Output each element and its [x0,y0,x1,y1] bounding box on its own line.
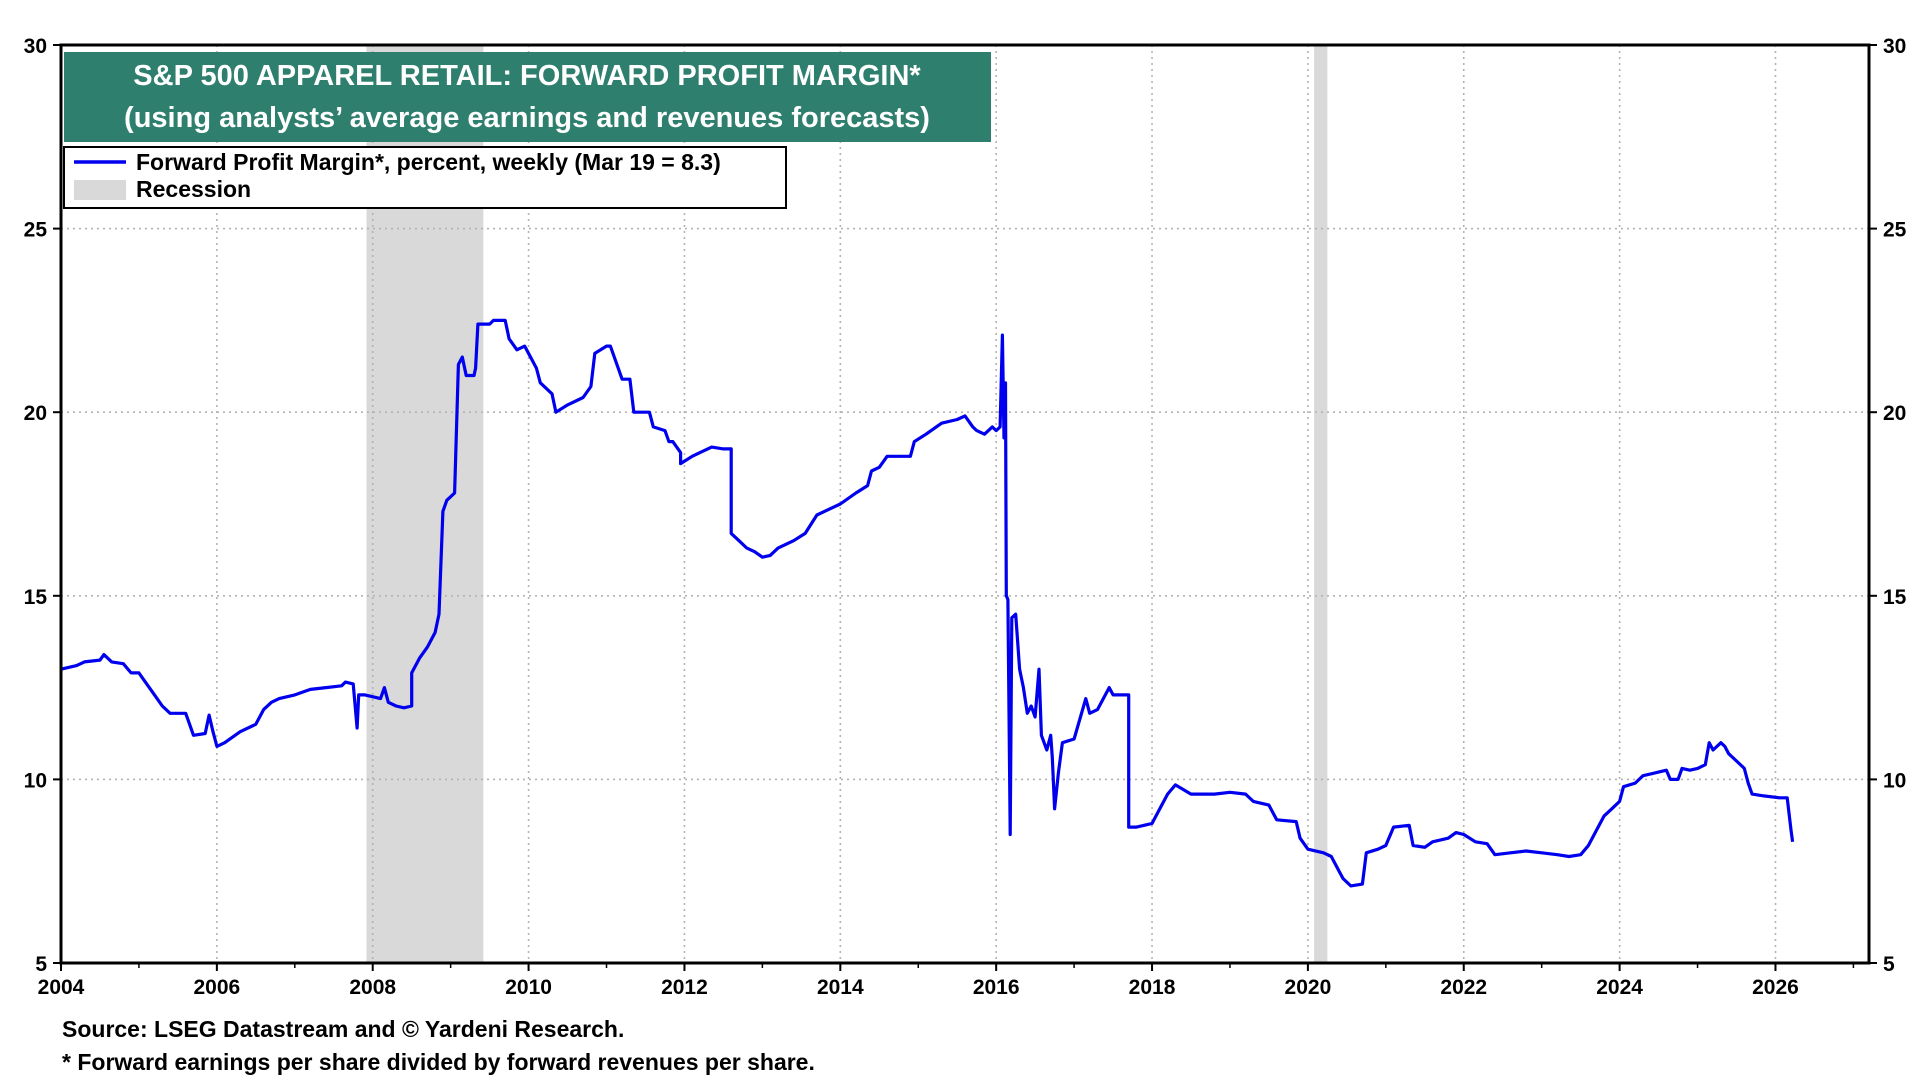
x-tick-label-2026: 2026 [1752,976,1799,999]
source-note: Source: LSEG Datastream and © Yardeni Re… [62,1016,625,1042]
y-tick-label-left-10: 10 [24,769,47,792]
y-tick-label-left-5: 5 [35,953,47,976]
x-tick-label-2006: 2006 [194,976,241,999]
gridlines [61,45,1869,963]
legend-recession-swatch [74,180,126,200]
y-tick-label-left-25: 25 [24,219,48,242]
x-tick-label-2004: 2004 [38,976,85,999]
legend-box [63,146,787,209]
y-tick-label-right-5: 5 [1883,953,1895,976]
series-layer [60,318,1795,888]
title-background [64,52,991,142]
chart-subtitle: (using analysts’ average earnings and re… [124,102,930,134]
y-tick-label-left-30: 30 [24,35,47,58]
legend: Forward Profit Margin*, percent, weekly … [63,146,787,209]
y-tick-label-right-20: 20 [1883,402,1906,425]
x-tick-label-2008: 2008 [349,976,396,999]
recession-band-1 [1314,45,1328,963]
y-tick-label-right-30: 30 [1883,35,1906,58]
x-tick-label-2024: 2024 [1596,976,1643,999]
x-tick-label-2018: 2018 [1129,976,1176,999]
x-tick-label-2016: 2016 [973,976,1020,999]
legend-label-recession: Recession [136,176,251,202]
plot-frame [59,43,1871,965]
y-tick-label-left-20: 20 [24,402,47,425]
x-tick-label-2010: 2010 [505,976,552,999]
legend-label-margin: Forward Profit Margin*, percent, weekly … [136,149,721,175]
chart-title-box: S&P 500 APPAREL RETAIL: FORWARD PROFIT M… [64,52,991,142]
axis-ticks: 2004 2006 2008 2010 2012 2014 2016 2018 2020 2022… [24,35,1907,999]
y-tick-label-right-10: 10 [1883,769,1906,792]
chart-title: S&P 500 APPAREL RETAIL: FORWARD PROFIT M… [133,60,921,92]
footnote: * Forward earnings per share divided by … [62,1049,815,1075]
y-tick-label-right-15: 15 [1883,586,1907,609]
x-tick-label-2014: 2014 [817,976,864,999]
y-tick-label-right-25: 25 [1883,219,1907,242]
x-tick-label-2022: 2022 [1440,976,1487,999]
y-tick-label-left-15: 15 [24,586,48,609]
forward-profit-margin-line [60,318,1795,888]
x-tick-label-2020: 2020 [1285,976,1332,999]
x-tick-label-2012: 2012 [661,976,708,999]
